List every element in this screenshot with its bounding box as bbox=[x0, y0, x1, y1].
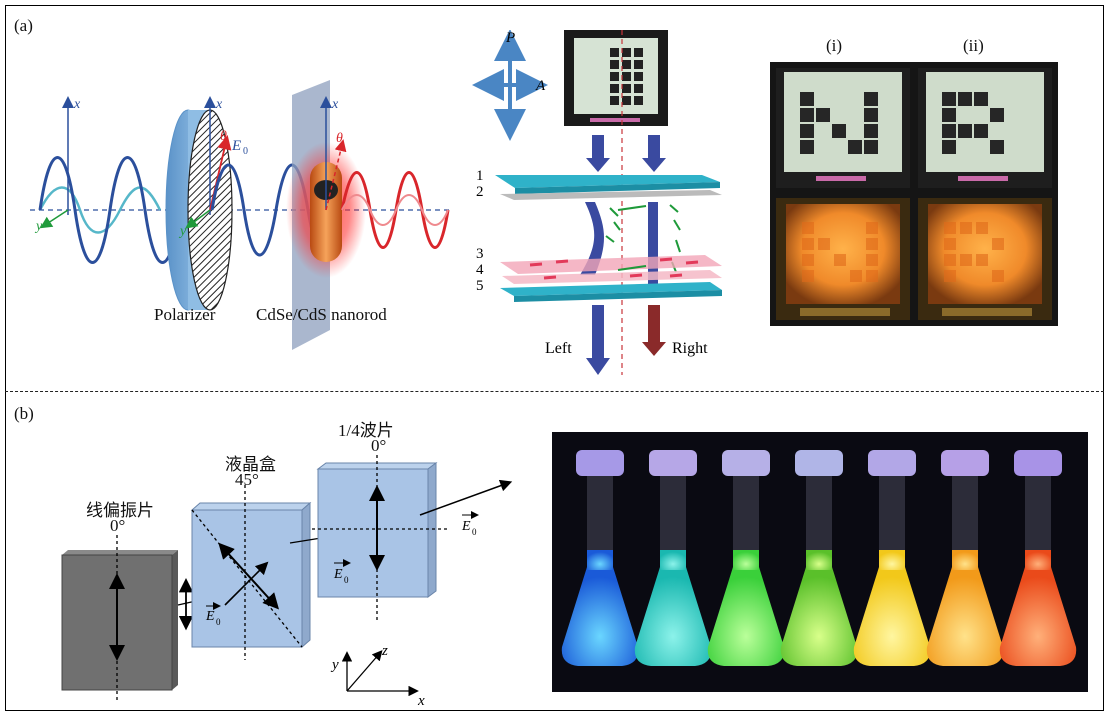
coordinate-axes bbox=[341, 650, 419, 697]
lcd-thumbnail-photo bbox=[564, 30, 668, 126]
figure-frame bbox=[5, 5, 1104, 711]
axis-x3-label: x bbox=[331, 97, 339, 112]
photo-lcd-n bbox=[776, 68, 910, 188]
lc-cell-plate bbox=[190, 501, 312, 649]
layer-2 bbox=[500, 190, 722, 200]
flask-6 bbox=[926, 450, 1004, 666]
pol-a-label: A bbox=[535, 78, 546, 94]
axis-z-label: z bbox=[381, 643, 388, 659]
layer-1 bbox=[495, 175, 720, 188]
flask-5 bbox=[853, 450, 931, 666]
field-e0-prime: E bbox=[333, 567, 343, 582]
layer-number-3: 3 bbox=[476, 246, 484, 262]
pol-p-label: P bbox=[505, 30, 515, 46]
photo-label-ii: (ii) bbox=[963, 36, 984, 55]
theta2-label: θ bbox=[336, 131, 343, 146]
axis-y1-label: y bbox=[34, 219, 43, 234]
layer-number-1: 1 bbox=[476, 168, 484, 184]
panel-divider bbox=[5, 391, 1104, 392]
field-e0-label: E bbox=[231, 138, 241, 154]
layer-number-2: 2 bbox=[476, 184, 484, 200]
field-e0-double-prime: E bbox=[461, 519, 471, 534]
unpolarized-wave-vertical bbox=[38, 156, 182, 264]
layer-number-5: 5 bbox=[476, 278, 484, 294]
flask-2 bbox=[634, 450, 712, 666]
panel-b-label: (b) bbox=[14, 404, 34, 423]
field-e0-double-prime-subscript: 0 bbox=[472, 527, 477, 537]
axis-x2-label: x bbox=[215, 97, 223, 112]
right-label: Right bbox=[672, 340, 708, 357]
photo-label-i: (i) bbox=[826, 36, 843, 55]
field-e0-sub: 0 bbox=[243, 146, 248, 157]
nanorod-label: CdSe/CdS nanorod bbox=[256, 305, 387, 324]
polarizer-label: Polarizer bbox=[154, 305, 216, 324]
field-e0-prime-subscript: 0 bbox=[344, 575, 349, 585]
photo-emission-n bbox=[776, 198, 910, 320]
quantum-dot-flasks-photo bbox=[552, 432, 1088, 692]
linear-polarizer-plate bbox=[61, 550, 178, 691]
display-photos bbox=[770, 62, 1058, 326]
axis-y-label: y bbox=[330, 657, 339, 673]
lc-cell-name: 液晶盒 bbox=[225, 455, 276, 474]
quarter-wave-angle: 0° bbox=[371, 436, 387, 455]
lc-cell-angle: 45° bbox=[235, 470, 259, 489]
axis-y2-label: y bbox=[178, 224, 187, 239]
quarter-wave-name: 1/4波片 bbox=[338, 421, 394, 440]
field-e0-subscript: 0 bbox=[216, 617, 221, 627]
flask-4 bbox=[780, 450, 858, 666]
field-e0: E bbox=[205, 609, 215, 624]
theta1-label: θ bbox=[220, 129, 227, 144]
polarization-cross bbox=[472, 30, 548, 141]
axis-x-label: x bbox=[417, 693, 425, 709]
photo-emission-r bbox=[918, 198, 1052, 320]
flask-1 bbox=[561, 450, 639, 666]
linear-polarizer-name: 线偏振片 bbox=[86, 501, 154, 520]
layer-number-4: 4 bbox=[476, 262, 484, 278]
flask-7 bbox=[999, 450, 1077, 666]
layer-4 bbox=[502, 270, 722, 284]
panel-a-label: (a) bbox=[14, 16, 33, 35]
polarization-wave-diagram: x y x θ y E 0 x θ bbox=[30, 80, 450, 350]
axis-x1-label: x bbox=[73, 97, 81, 112]
flask-3 bbox=[707, 450, 785, 666]
lcd-layer-diagram: P A 1 2 3 4 bbox=[472, 30, 722, 375]
layer-5 bbox=[500, 282, 722, 296]
wave-plate-diagram: E 0 E 0 E 0 y x z bbox=[61, 455, 513, 709]
photo-lcd-r bbox=[918, 68, 1052, 188]
left-label: Left bbox=[545, 340, 572, 357]
linear-polarizer-angle: 0° bbox=[110, 516, 126, 535]
